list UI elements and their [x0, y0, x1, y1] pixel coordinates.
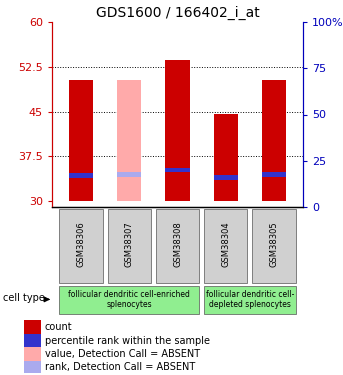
Text: GSM38306: GSM38306: [76, 222, 85, 267]
Bar: [24, 320, 41, 334]
Bar: [156, 209, 199, 284]
Bar: [165, 168, 190, 172]
Text: value, Detection Call = ABSENT: value, Detection Call = ABSENT: [45, 349, 200, 359]
Bar: [24, 361, 41, 374]
Bar: [214, 175, 238, 180]
Bar: [117, 172, 141, 177]
Text: count: count: [45, 322, 72, 332]
Bar: [24, 347, 41, 361]
Bar: [107, 209, 151, 284]
Bar: [59, 209, 103, 284]
Bar: [262, 80, 286, 201]
Text: GSM38308: GSM38308: [173, 222, 182, 267]
Text: rank, Detection Call = ABSENT: rank, Detection Call = ABSENT: [45, 362, 195, 372]
Bar: [165, 60, 190, 201]
Bar: [214, 114, 238, 201]
Bar: [117, 81, 141, 201]
Text: GSM38304: GSM38304: [221, 222, 230, 267]
Bar: [59, 286, 199, 314]
Text: follicular dendritic cell-
depleted splenocytes: follicular dendritic cell- depleted sple…: [206, 290, 294, 309]
Text: cell type: cell type: [3, 293, 45, 303]
Bar: [204, 286, 296, 314]
Text: percentile rank within the sample: percentile rank within the sample: [45, 336, 210, 345]
Title: GDS1600 / 166402_i_at: GDS1600 / 166402_i_at: [96, 6, 259, 20]
Bar: [69, 173, 93, 178]
Bar: [262, 172, 286, 177]
Text: follicular dendritic cell-enriched
splenocytes: follicular dendritic cell-enriched splen…: [68, 290, 190, 309]
Text: GSM38307: GSM38307: [125, 222, 134, 267]
Bar: [204, 209, 248, 284]
Bar: [69, 80, 93, 201]
Text: GSM38305: GSM38305: [270, 222, 279, 267]
Bar: [24, 334, 41, 347]
Bar: [252, 209, 296, 284]
